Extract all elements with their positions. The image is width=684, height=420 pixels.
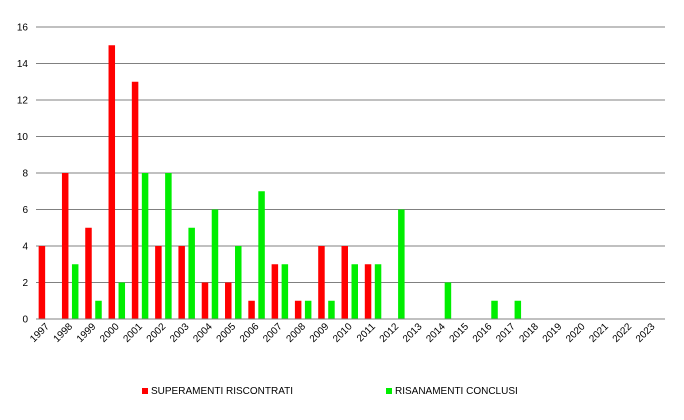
bar-risanamenti [165, 173, 172, 319]
legend-label-risanamenti: RISANAMENTI CONCLUSI [395, 385, 518, 397]
x-tick-label: 2005 [215, 321, 239, 345]
bar-superamenti [341, 246, 348, 319]
legend-item-risanamenti: RISANAMENTI CONCLUSI [386, 384, 518, 398]
bar-superamenti [38, 246, 46, 319]
bar-superamenti [61, 173, 69, 319]
x-tick-label: 2016 [471, 321, 495, 345]
bar-superamenti [248, 300, 255, 319]
bar-risanamenti [444, 282, 452, 319]
bar-risanamenti [141, 173, 149, 319]
y-tick-label: 12 [17, 96, 29, 107]
bar-risanamenti [304, 300, 312, 319]
bar-risanamenti [328, 300, 335, 319]
bar-superamenti [318, 246, 325, 319]
bar-risanamenti [211, 209, 219, 319]
x-tick-label: 2012 [378, 321, 402, 345]
x-tick-label: 2015 [448, 321, 472, 345]
bar-risanamenti [351, 264, 358, 319]
x-tick-label: 2021 [587, 321, 611, 345]
legend-swatch-red [142, 388, 148, 394]
x-tick-label: 2020 [564, 321, 588, 345]
bar-superamenti [294, 300, 302, 319]
bar-superamenti [364, 264, 372, 319]
bar-superamenti [271, 264, 279, 319]
bar-risanamenti [514, 300, 522, 319]
bar-risanamenti [491, 300, 498, 319]
y-tick-label: 6 [22, 205, 28, 216]
y-tick-label: 16 [17, 23, 29, 34]
bar-risanamenti [188, 227, 195, 319]
x-tick-label: 2013 [401, 321, 425, 345]
x-tick-label: 2002 [145, 321, 169, 345]
legend-item-superamenti: SUPERAMENTI RISCONTRATI [142, 384, 293, 398]
x-tick-label: 2022 [611, 321, 635, 345]
y-tick-label: 14 [17, 59, 29, 70]
bar-risanamenti [398, 209, 405, 319]
x-tick-label: 2006 [238, 321, 262, 345]
legend-swatch-green [386, 388, 392, 394]
x-tick-label: 1998 [52, 321, 76, 345]
bar-superamenti [225, 282, 232, 319]
x-tick-label: 2000 [98, 321, 122, 345]
bar-superamenti [201, 282, 209, 319]
y-tick-label: 2 [22, 278, 28, 289]
bar-risanamenti [118, 282, 126, 319]
y-tick-label: 8 [22, 169, 28, 180]
y-tick-label: 10 [17, 132, 29, 143]
x-axis-ticks: 1997 1998 1999 2000 2001 2002 2003 2004 2005 2006… [28, 321, 658, 345]
x-tick-label: 2023 [634, 321, 658, 345]
x-tick-label: 1997 [28, 321, 52, 345]
x-tick-label: 1999 [75, 321, 99, 345]
x-tick-label: 2003 [168, 321, 192, 345]
y-tick-label: 4 [22, 242, 28, 253]
x-tick-label: 2009 [308, 321, 332, 345]
bar-risanamenti [95, 300, 102, 319]
gridlines [36, 26, 665, 283]
y-tick-label: 0 [22, 315, 28, 326]
x-tick-label: 2001 [121, 321, 145, 345]
x-tick-label: 2019 [541, 321, 565, 345]
bar-risanamenti [71, 264, 79, 319]
x-tick-label: 2018 [517, 321, 541, 345]
x-tick-label: 2004 [191, 321, 215, 345]
x-tick-label: 2008 [285, 321, 309, 345]
bar-superamenti [178, 246, 185, 319]
x-tick-label: 2010 [331, 321, 355, 345]
bar-superamenti [85, 227, 92, 319]
bar-risanamenti [258, 191, 265, 319]
x-tick-label: 2011 [355, 321, 378, 344]
y-axis-ticks: 0 2 4 6 8 10 12 14 16 [17, 23, 29, 326]
bar-superamenti [155, 246, 162, 319]
x-tick-label: 2017 [494, 321, 518, 345]
bar-superamenti [108, 45, 116, 319]
bar-risanamenti [374, 264, 382, 319]
x-tick-label: 2007 [261, 321, 285, 345]
legend-label-superamenti: SUPERAMENTI RISCONTRATI [151, 385, 294, 397]
bars [38, 45, 522, 319]
bar-risanamenti [235, 246, 242, 319]
x-tick-label: 2014 [424, 321, 448, 345]
bar-superamenti [131, 81, 139, 319]
bar-risanamenti [281, 264, 289, 319]
